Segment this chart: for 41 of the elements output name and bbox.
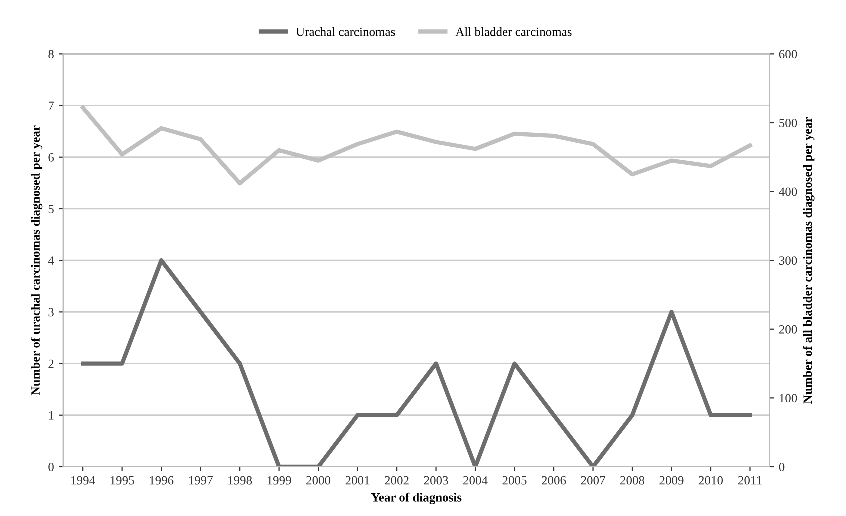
- y-tick-label: 4: [48, 256, 54, 265]
- x-tick-label: 2004: [464, 476, 488, 485]
- x-tick-label: 1999: [268, 476, 292, 485]
- x-tick-label: 2005: [502, 476, 527, 485]
- x-tick-label: 2006: [542, 476, 566, 485]
- y-tick-label: 1: [49, 411, 54, 420]
- line-series: [80, 106, 752, 186]
- x-tick-label: 2001: [346, 476, 370, 485]
- x-tick-label: 1998: [228, 476, 252, 485]
- y2-tick-label: 600: [779, 50, 798, 59]
- x-tick-label: 1995: [110, 476, 134, 485]
- y-tick-label: 6: [48, 153, 54, 162]
- y-tick-label: 0: [48, 463, 54, 472]
- x-tick-label: 1994: [72, 476, 96, 485]
- line-series: [80, 258, 752, 467]
- x-tick-label: 2000: [306, 476, 331, 485]
- y2-tick-label: 500: [780, 119, 798, 128]
- legend-label: All bladder carcinomas: [456, 27, 572, 36]
- y2-tick-label: 400: [779, 188, 798, 196]
- y2-tick-label: 100: [780, 394, 798, 403]
- y-tick-label: 7: [48, 102, 54, 110]
- y-tick-label: 8: [48, 50, 54, 59]
- y-axis-title: Number of urachal carcinomas diagnosed per year: [31, 126, 43, 396]
- y-tick-label: 2: [48, 360, 54, 368]
- y-tick-label: 3: [48, 308, 54, 317]
- x-axis-title: Year of diagnosis: [372, 492, 462, 504]
- y2-tick-label: 200: [779, 325, 798, 334]
- y2-tick-label: 0: [779, 463, 785, 472]
- x-tick-label: 2010: [699, 476, 724, 485]
- x-tick-label: 1997: [189, 476, 213, 485]
- x-tick-label: 2007: [581, 476, 606, 485]
- y2-axis-title: Number of all bladder carcinomas diagnosed per year: [803, 117, 815, 404]
- x-tick-label: 1996: [150, 476, 174, 485]
- x-tick-label: 2011: [738, 476, 762, 485]
- x-tick-label: 2002: [385, 476, 409, 485]
- x-tick-label: 2008: [620, 476, 645, 485]
- y-tick-label: 5: [48, 205, 54, 214]
- legend-label: Urachal carcinomas: [296, 27, 396, 36]
- x-tick-label: 2009: [660, 476, 684, 485]
- x-tick-label: 2003: [424, 476, 448, 485]
- y2-tick-label: 300: [779, 256, 798, 266]
